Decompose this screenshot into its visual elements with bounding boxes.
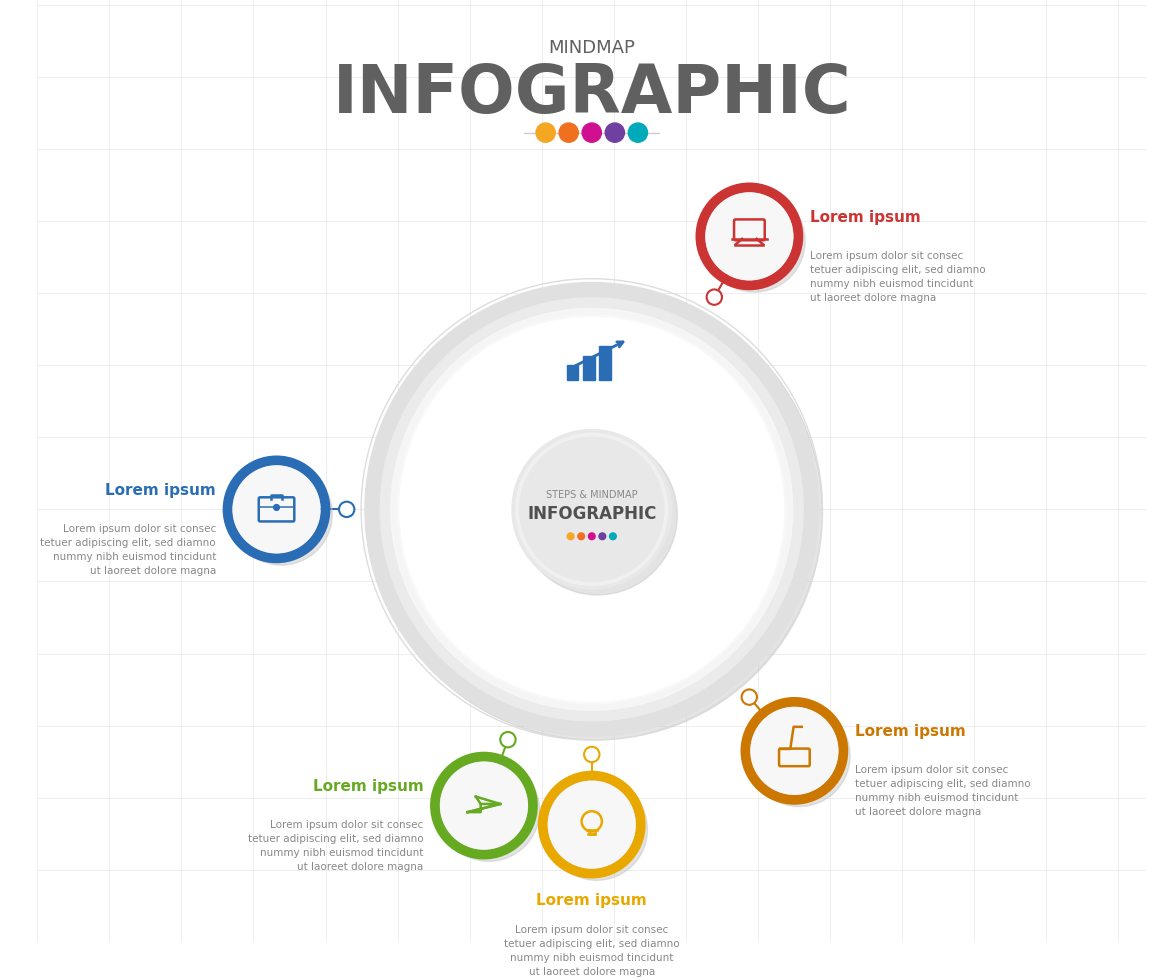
- Circle shape: [742, 689, 757, 705]
- Circle shape: [559, 123, 578, 142]
- Circle shape: [589, 533, 595, 540]
- Circle shape: [582, 123, 601, 142]
- Circle shape: [546, 778, 647, 880]
- Circle shape: [398, 316, 786, 704]
- Circle shape: [519, 437, 664, 581]
- Text: Lorem ipsum dolor sit consec
tetuer adipiscing elit, sed diamno
nummy nibh euism: Lorem ipsum dolor sit consec tetuer adip…: [504, 924, 680, 976]
- Circle shape: [706, 193, 793, 279]
- Circle shape: [599, 533, 606, 540]
- Bar: [599, 346, 610, 379]
- Text: Lorem ipsum dolor sit consec
tetuer adipiscing elit, sed diamno
nummy nibh euism: Lorem ipsum dolor sit consec tetuer adip…: [855, 765, 1031, 817]
- Circle shape: [548, 781, 635, 868]
- Text: Lorem ipsum: Lorem ipsum: [537, 893, 647, 907]
- Circle shape: [512, 429, 672, 589]
- Circle shape: [231, 464, 332, 565]
- Circle shape: [518, 435, 677, 595]
- Circle shape: [437, 760, 540, 861]
- Text: INFOGRAPHIC: INFOGRAPHIC: [332, 61, 852, 127]
- Circle shape: [568, 533, 574, 540]
- Circle shape: [703, 190, 805, 292]
- Text: Lorem ipsum dolor sit consec
tetuer adipiscing elit, sed diamno
nummy nibh euism: Lorem ipsum dolor sit consec tetuer adip…: [40, 523, 216, 576]
- Text: INFOGRAPHIC: INFOGRAPHIC: [527, 505, 657, 523]
- Text: STEPS & MINDMAP: STEPS & MINDMAP: [546, 490, 637, 500]
- Circle shape: [628, 123, 647, 142]
- Circle shape: [584, 747, 599, 762]
- Text: Lorem ipsum: Lorem ipsum: [855, 724, 966, 739]
- Bar: [567, 366, 578, 379]
- Circle shape: [535, 123, 555, 142]
- Circle shape: [339, 502, 354, 517]
- Circle shape: [500, 732, 516, 748]
- Circle shape: [751, 708, 838, 794]
- Circle shape: [748, 705, 850, 807]
- Text: Lorem ipsum: Lorem ipsum: [810, 210, 921, 224]
- Circle shape: [273, 505, 279, 511]
- Circle shape: [605, 123, 624, 142]
- Text: Lorem ipsum dolor sit consec
tetuer adipiscing elit, sed diamno
nummy nibh euism: Lorem ipsum dolor sit consec tetuer adip…: [248, 820, 424, 872]
- Bar: [583, 356, 594, 379]
- Text: Lorem ipsum: Lorem ipsum: [313, 779, 424, 794]
- Circle shape: [441, 762, 527, 849]
- Circle shape: [609, 533, 616, 540]
- Text: Lorem ipsum: Lorem ipsum: [105, 483, 216, 498]
- Circle shape: [706, 289, 722, 305]
- Text: Lorem ipsum dolor sit consec
tetuer adipiscing elit, sed diamno
nummy nibh euism: Lorem ipsum dolor sit consec tetuer adip…: [810, 251, 986, 303]
- Circle shape: [516, 433, 668, 585]
- Circle shape: [578, 533, 585, 540]
- Circle shape: [233, 466, 320, 553]
- Text: MINDMAP: MINDMAP: [548, 39, 635, 57]
